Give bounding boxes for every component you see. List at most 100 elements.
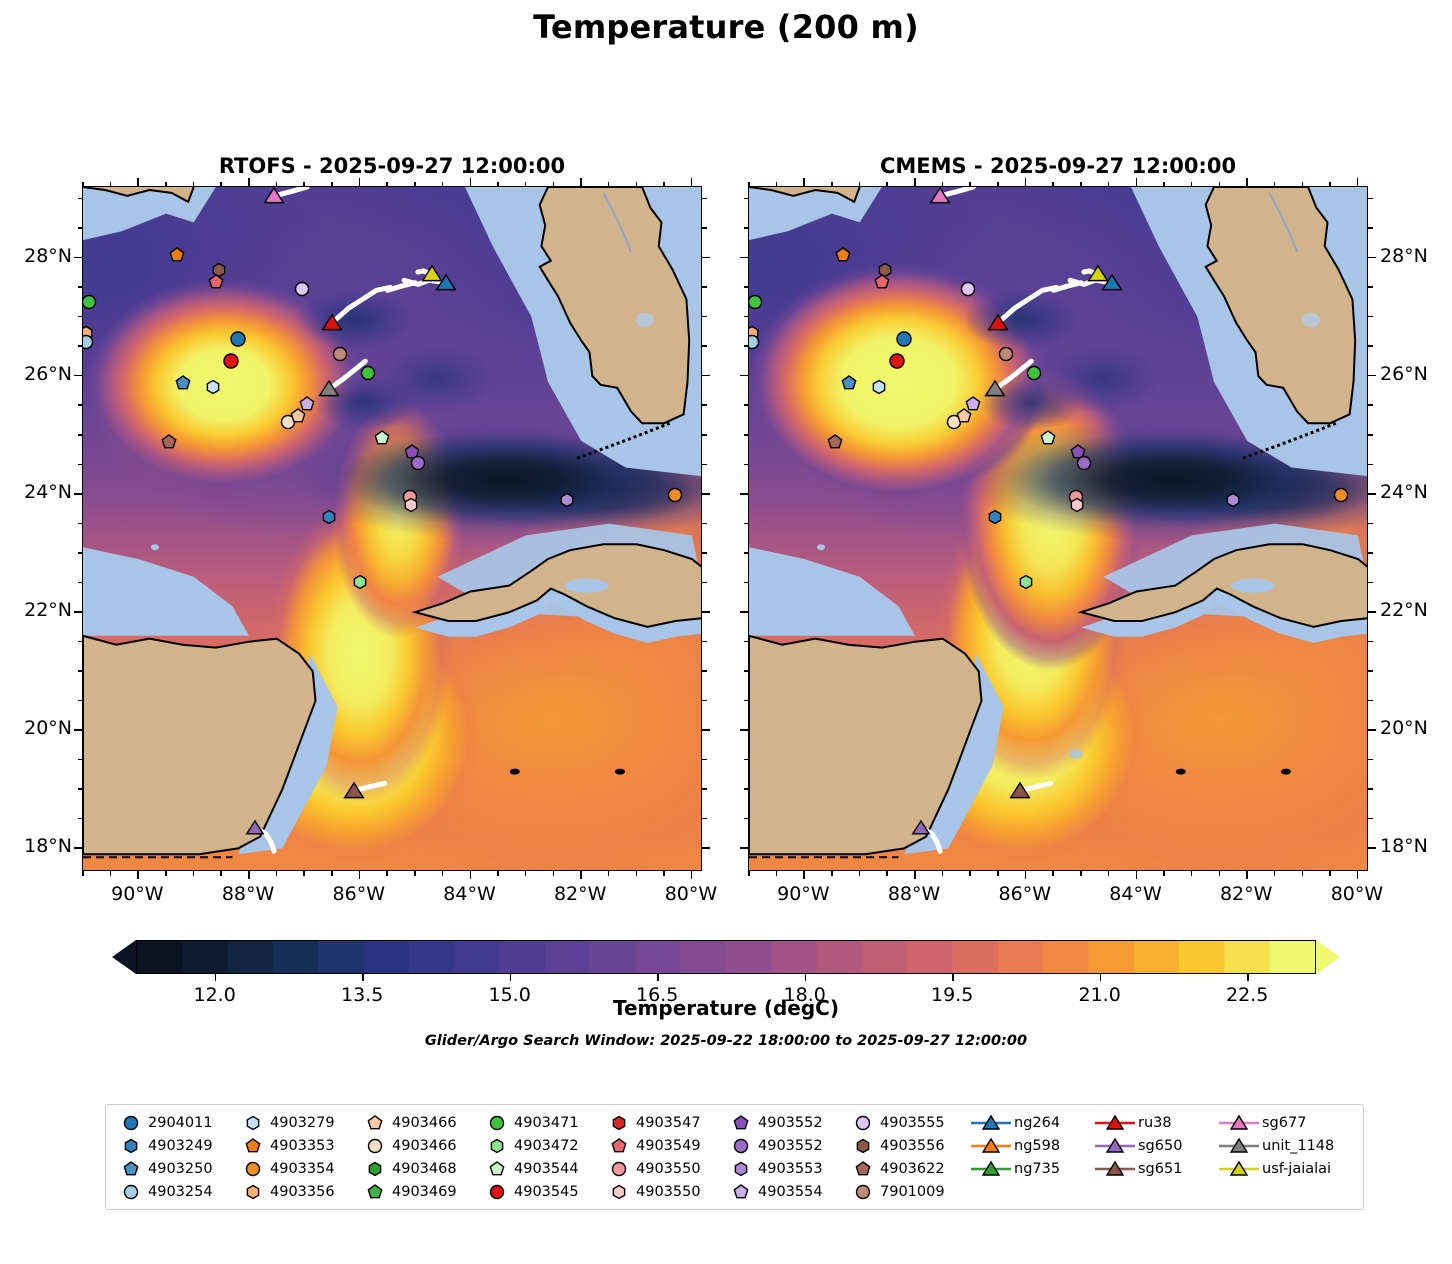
- map-marker-4903472[interactable]: [359, 364, 377, 382]
- legend-item-4903353[interactable]: 4903353: [236, 1134, 358, 1157]
- legend-item-4903354[interactable]: 4903354: [236, 1157, 358, 1180]
- legend-item-4903555[interactable]: 4903555: [846, 1111, 968, 1134]
- legend-item-4903279[interactable]: 4903279: [236, 1111, 358, 1134]
- legend-item-4903552[interactable]: 4903552: [724, 1111, 846, 1134]
- axis-tick-y-right: [702, 227, 707, 229]
- map-marker-usf-jaialai[interactable]: [1087, 263, 1109, 285]
- map-marker-4903545[interactable]: [221, 352, 240, 371]
- legend-item-4903468[interactable]: 4903468: [358, 1157, 480, 1180]
- map-marker-4903555[interactable]: [959, 280, 977, 298]
- legend-item-4903544[interactable]: 4903544: [480, 1157, 602, 1180]
- legend-item-4903472[interactable]: 4903472: [480, 1134, 602, 1157]
- map-marker-4903353[interactable]: [834, 246, 852, 264]
- legend-item-sg677[interactable]: sg677: [1216, 1111, 1340, 1134]
- map-marker-7901009[interactable]: [997, 345, 1015, 363]
- map-marker-unit_1148[interactable]: [984, 378, 1006, 400]
- legend-item-4903550[interactable]: 4903550: [602, 1157, 724, 1180]
- map-marker-sg650[interactable]: [911, 818, 931, 838]
- map-marker-4903254[interactable]: [749, 333, 761, 351]
- map-marker-sg677-top[interactable]: [929, 187, 951, 207]
- legend-item-sg650[interactable]: sg650: [1092, 1134, 1216, 1157]
- map-panel-cmems[interactable]: [748, 186, 1368, 871]
- colorbar[interactable]: 12.0 13.5 15.0 16.5 18.0 19.5 21.0 22.5: [112, 940, 1340, 1006]
- map-marker-7901009[interactable]: [331, 345, 349, 363]
- map-marker-4903471[interactable]: [749, 293, 764, 311]
- map-marker-2904011[interactable]: [229, 330, 248, 349]
- legend-item-ng598[interactable]: ng598: [968, 1134, 1092, 1157]
- legend-item-4903556[interactable]: 4903556: [846, 1134, 968, 1157]
- map-marker-4903471[interactable]: [83, 293, 98, 311]
- legend-item-4903550[interactable]: 4903550: [602, 1180, 724, 1203]
- map-marker-4903553[interactable]: [1224, 491, 1242, 509]
- map-marker-4903553[interactable]: [558, 491, 576, 509]
- legend-item-4903356[interactable]: 4903356: [236, 1180, 358, 1203]
- map-marker-4903254[interactable]: [83, 333, 95, 351]
- map-marker-ng264[interactable]: [1100, 272, 1123, 294]
- map-marker-ru38[interactable]: [321, 312, 343, 334]
- map-marker-4903545[interactable]: [887, 352, 906, 371]
- legend-item-4903466[interactable]: 4903466: [358, 1134, 480, 1157]
- map-marker-4903249[interactable]: [986, 508, 1004, 526]
- map-marker-4903466a[interactable]: [289, 407, 307, 425]
- legend-item-4903549[interactable]: 4903549: [602, 1134, 724, 1157]
- legend-item-ng735[interactable]: ng735: [968, 1157, 1092, 1180]
- map-marker-usf-jaialai[interactable]: [421, 263, 443, 285]
- map-marker-4903250[interactable]: [174, 374, 192, 392]
- legend-item-4903554[interactable]: 4903554: [724, 1180, 846, 1203]
- map-marker-sg651[interactable]: [1009, 780, 1031, 802]
- legend-box[interactable]: 2904011 4903249 4903250 4903254 4903279 49033…: [105, 1104, 1364, 1210]
- map-marker-4903472[interactable]: [1025, 364, 1043, 382]
- map-marker-sg651[interactable]: [343, 780, 365, 802]
- map-marker-4903622[interactable]: [826, 433, 844, 451]
- map-marker-4903279[interactable]: [204, 378, 222, 396]
- map-marker-4903354[interactable]: [666, 486, 684, 504]
- legend-item-4903469[interactable]: 4903469: [358, 1180, 480, 1203]
- legend-item-4903622[interactable]: 4903622: [846, 1157, 968, 1180]
- legend-item-4903249[interactable]: 4903249: [114, 1134, 236, 1157]
- legend-item-unit_1148[interactable]: unit_1148: [1216, 1134, 1340, 1157]
- map-marker-4903279[interactable]: [870, 378, 888, 396]
- map-panel-rtofs[interactable]: [82, 186, 702, 871]
- map-marker-4903549[interactable]: [207, 273, 225, 291]
- map-marker-4903622[interactable]: [160, 433, 178, 451]
- legend-item-4903547[interactable]: 4903547: [602, 1111, 724, 1134]
- map-marker-4903468[interactable]: [351, 573, 369, 591]
- map-marker-4903468[interactable]: [1017, 573, 1035, 591]
- map-marker-4903552c[interactable]: [409, 454, 427, 472]
- legend-item-2904011[interactable]: 2904011: [114, 1111, 236, 1134]
- map-marker-4903550[interactable]: [1068, 496, 1086, 514]
- map-marker-4903555[interactable]: [293, 280, 311, 298]
- legend-item-4903552[interactable]: 4903552: [724, 1134, 846, 1157]
- legend-item-4903250[interactable]: 4903250: [114, 1157, 236, 1180]
- map-marker-4903250[interactable]: [840, 374, 858, 392]
- legend-item-4903471[interactable]: 4903471: [480, 1111, 602, 1134]
- legend-item-sg651[interactable]: sg651: [1092, 1157, 1216, 1180]
- map-marker-ru38[interactable]: [987, 312, 1009, 334]
- map-marker-4903554[interactable]: [298, 395, 316, 413]
- map-marker-4903544[interactable]: [373, 429, 391, 447]
- map-marker-ng264[interactable]: [434, 272, 457, 294]
- map-marker-4903466a[interactable]: [955, 407, 973, 425]
- legend-item-ng264[interactable]: ng264: [968, 1111, 1092, 1134]
- map-marker-4903353[interactable]: [168, 246, 186, 264]
- map-marker-4903550[interactable]: [402, 496, 420, 514]
- map-marker-4903552p[interactable]: [403, 443, 421, 461]
- legend-item-4903545[interactable]: 4903545: [480, 1180, 602, 1203]
- legend-item-4903254[interactable]: 4903254: [114, 1180, 236, 1203]
- map-marker-sg650[interactable]: [245, 818, 265, 838]
- map-marker-4903544[interactable]: [1039, 429, 1057, 447]
- map-marker-4903554[interactable]: [964, 395, 982, 413]
- legend-item-4903553[interactable]: 4903553: [724, 1157, 846, 1180]
- legend-item-4903466[interactable]: 4903466: [358, 1111, 480, 1134]
- legend-item-ru38[interactable]: ru38: [1092, 1111, 1216, 1134]
- map-marker-4903552c[interactable]: [1075, 454, 1093, 472]
- map-marker-unit_1148[interactable]: [318, 378, 340, 400]
- map-marker-2904011[interactable]: [895, 330, 914, 349]
- map-marker-4903249[interactable]: [320, 508, 338, 526]
- legend-item-usf-jaialai[interactable]: usf-jaialai: [1216, 1157, 1340, 1180]
- map-marker-4903552p[interactable]: [1069, 443, 1087, 461]
- map-marker-4903354[interactable]: [1332, 486, 1350, 504]
- legend-item-7901009[interactable]: 7901009: [846, 1180, 968, 1203]
- map-marker-sg677-top[interactable]: [263, 187, 285, 207]
- map-marker-4903549[interactable]: [873, 273, 891, 291]
